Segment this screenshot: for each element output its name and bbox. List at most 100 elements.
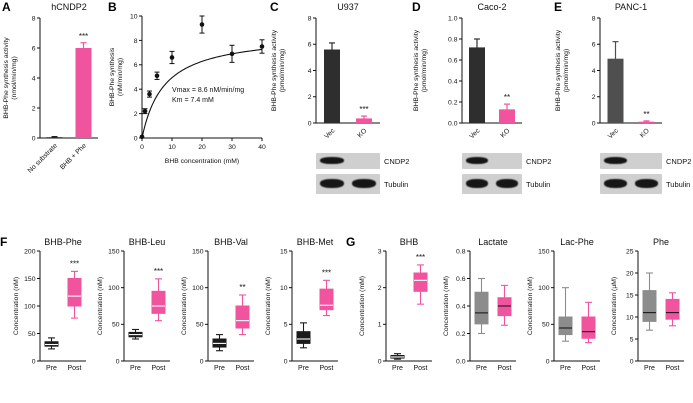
- panel-label-a: A: [2, 0, 11, 14]
- blot-band: [466, 179, 488, 188]
- svg-text:***: ***: [359, 105, 368, 114]
- svg-text:4: 4: [308, 68, 312, 75]
- svg-text:(nmol/min/mg): (nmol/min/mg): [11, 56, 18, 99]
- svg-text:BHB concentration (mM): BHB concentration (mM): [165, 158, 239, 165]
- panel-label-b: B: [108, 0, 117, 14]
- svg-text:***: ***: [154, 267, 163, 276]
- box-plot-bhb: 0 1 2 3 Concentration (mM) BHB Pre Post ***: [359, 237, 432, 372]
- svg-text:8: 8: [308, 15, 312, 22]
- blot-film: [600, 174, 662, 194]
- svg-text:Concentration (nM): Concentration (nM): [265, 277, 272, 335]
- svg-text:6: 6: [592, 42, 596, 49]
- blot-band: [635, 179, 658, 188]
- svg-text:**: **: [504, 93, 510, 102]
- svg-text:4: 4: [592, 68, 596, 75]
- svg-text:Pre: Pre: [298, 365, 309, 372]
- svg-text:50: 50: [28, 331, 36, 338]
- svg-text:15: 15: [280, 248, 288, 255]
- svg-text:0: 0: [308, 120, 312, 127]
- svg-text:0: 0: [284, 358, 288, 365]
- svg-text:Post: Post: [67, 365, 81, 372]
- svg-text:***: ***: [79, 32, 88, 41]
- svg-text:10: 10: [280, 285, 288, 292]
- svg-text:0: 0: [116, 358, 120, 365]
- svg-text:Pre: Pre: [392, 365, 403, 372]
- bar-chart-hcndp2: 0 2 4 6 8 BHB-Phe synthesis activity (nmol/min…: [3, 2, 98, 175]
- svg-text:0.2: 0.2: [448, 99, 458, 106]
- svg-text:50: 50: [112, 322, 120, 329]
- svg-text:2: 2: [592, 94, 596, 101]
- svg-text:Concentration (nM): Concentration (nM): [527, 277, 534, 335]
- svg-text:BHB-Leu: BHB-Leu: [129, 237, 166, 247]
- svg-text:0: 0: [546, 358, 550, 365]
- svg-text:150: 150: [192, 248, 204, 255]
- svg-text:Vmax = 8.6 nM/min/mg: Vmax = 8.6 nM/min/mg: [172, 87, 244, 94]
- box-plot-bhb-phe: 0 50 100 150 200 Concentration (nM) BHB-Phe Pre…: [13, 237, 86, 372]
- svg-text:Post: Post: [235, 365, 249, 372]
- svg-text:50: 50: [196, 322, 204, 329]
- svg-text:10: 10: [130, 13, 138, 20]
- svg-text:***: ***: [416, 253, 425, 262]
- svg-text:0: 0: [200, 358, 204, 365]
- svg-text:Pre: Pre: [214, 365, 225, 372]
- svg-text:Pre: Pre: [644, 365, 655, 372]
- svg-text:6: 6: [308, 42, 312, 49]
- box-plot-lac-phe: 0 50 100 150 Concentration (nM) Lac-Phe Pre Pos…: [527, 237, 600, 372]
- svg-text:0.6: 0.6: [456, 276, 466, 283]
- svg-text:KO: KO: [357, 127, 369, 139]
- svg-text:8: 8: [32, 15, 36, 22]
- svg-text:100: 100: [192, 285, 204, 292]
- bottom-row: F 0 50 100 150 200 Concentration (nM) BHB-Phe P…: [0, 235, 693, 403]
- svg-text:Concentration (nM): Concentration (nM): [181, 277, 188, 335]
- svg-text:0.4: 0.4: [448, 78, 458, 85]
- svg-text:BHB-Phe synthesis activity: BHB-Phe synthesis activity: [413, 29, 420, 111]
- blot-film: [316, 153, 380, 169]
- blot-band: [352, 179, 376, 188]
- svg-text:100: 100: [108, 285, 120, 292]
- svg-text:15: 15: [626, 292, 634, 299]
- blot-film: [600, 153, 662, 169]
- svg-text:3: 3: [378, 248, 382, 255]
- box-plot-bhb-leu: 0 50 100 150 Concentration (nM) BHB-Leu Pre Pos…: [97, 237, 170, 372]
- box-plot-bhb-val: 0 50 100 150 Concentration (nM) BHB-Val Pre Pos…: [181, 237, 254, 372]
- svg-text:200: 200: [24, 248, 36, 255]
- blot-row-label: Tubulin: [384, 179, 409, 189]
- blot-band: [496, 179, 518, 188]
- svg-text:0: 0: [140, 144, 144, 151]
- svg-text:Pre: Pre: [46, 365, 57, 372]
- blot-row-label: Tubulin: [526, 179, 551, 189]
- blot-band: [604, 157, 627, 164]
- svg-text:Concentration (mM): Concentration (mM): [359, 276, 366, 336]
- blot-film: [316, 174, 380, 194]
- svg-text:hCNDP2: hCNDP2: [51, 2, 87, 12]
- svg-text:0.8: 0.8: [448, 36, 458, 43]
- svg-text:Concentration (nM): Concentration (nM): [13, 277, 20, 335]
- svg-text:Vec: Vec: [468, 127, 481, 140]
- svg-text:BHB-Val: BHB-Val: [214, 237, 248, 247]
- svg-text:**: **: [239, 283, 245, 292]
- svg-text:10: 10: [626, 314, 634, 321]
- svg-text:2: 2: [308, 94, 312, 101]
- panel-label-f: F: [0, 235, 8, 249]
- svg-text:Lactate: Lactate: [478, 237, 508, 247]
- panel-d: D 0.0 0.2 0.4 0.6 0.8 1.0 BHB-Phe synthesis ac…: [410, 0, 552, 235]
- svg-text:Pre: Pre: [560, 365, 571, 372]
- svg-text:5: 5: [284, 322, 288, 329]
- svg-text:Pre: Pre: [130, 365, 141, 372]
- panel-e: E 0 2 4 6 8 BHB-Phe synthesis activity (pmol/m…: [552, 0, 691, 235]
- svg-text:2: 2: [378, 285, 382, 292]
- svg-text:20: 20: [198, 144, 206, 151]
- blot-film: [462, 174, 522, 194]
- svg-text:0: 0: [592, 120, 596, 127]
- bar-chart-caco2: 0.0 0.2 0.4 0.6 0.8 1.0 BHB-Phe synthesis acti…: [413, 2, 522, 140]
- blot-row-label: Tubulin: [666, 179, 691, 189]
- svg-text:0.2: 0.2: [456, 331, 466, 338]
- svg-text:100: 100: [538, 285, 550, 292]
- svg-text:***: ***: [322, 268, 331, 277]
- bar-chart-panc1: 0 2 4 6 8 BHB-Phe synthesis activity (pmol/min…: [555, 2, 662, 140]
- blot-band: [604, 179, 627, 188]
- box-plot-lactate: 0.0 0.2 0.4 0.6 0.8 Concentration (mM) Lactate…: [443, 237, 516, 372]
- svg-text:150: 150: [108, 248, 120, 255]
- box-plot-bhb-met: 0 5 10 15 Concentration (nM) BHB-Met Pre Post **…: [265, 237, 338, 372]
